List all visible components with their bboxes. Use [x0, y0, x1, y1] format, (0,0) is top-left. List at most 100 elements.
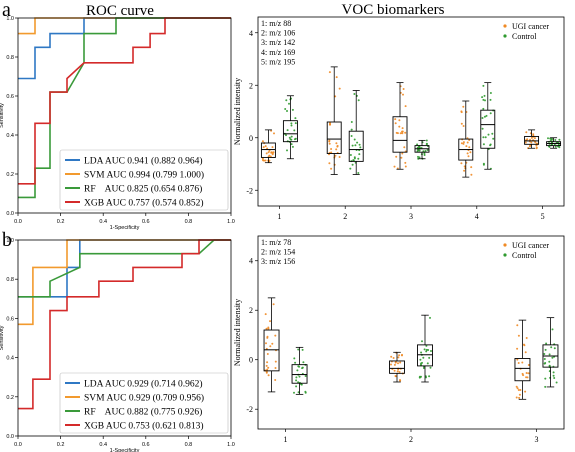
- scatter-point: [547, 137, 549, 140]
- scatter-point: [462, 105, 465, 108]
- scatter-point: [527, 364, 530, 366]
- legend-label: UGI cancer: [512, 241, 549, 250]
- scatter-point: [481, 127, 484, 130]
- x-axis-label: 1-Specificity: [110, 225, 140, 231]
- scatter-point: [483, 115, 486, 118]
- x-tick-label: 0.6: [142, 219, 150, 225]
- y-tick-label: -2: [246, 405, 253, 414]
- scatter-point: [264, 313, 267, 316]
- scatter-point: [425, 376, 427, 379]
- scatter-point: [417, 157, 420, 160]
- scatter-point: [266, 361, 269, 364]
- scatter-point: [357, 157, 360, 160]
- scatter-point: [295, 385, 298, 388]
- plot-frame: [17, 239, 232, 437]
- scatter-point: [338, 87, 341, 90]
- scatter-point: [285, 99, 288, 102]
- roc-chart-b: 0.00.0 0.2 0.2 0.4 0.4 0.6 0.6 0.8 0.8 1.0 1.0 1-Sp…: [0, 238, 235, 452]
- y-tick-label: -2: [246, 186, 253, 195]
- scatter-point: [396, 132, 399, 135]
- scatter-point: [271, 146, 274, 149]
- legend-label: XGB AUC 0.753 (0.621 0.813): [84, 421, 204, 432]
- scatter-point: [294, 122, 297, 125]
- scatter-point: [270, 151, 273, 154]
- scatter-point: [269, 320, 271, 323]
- scatter-point: [428, 375, 431, 378]
- y-tick-label: 0.8: [6, 277, 14, 283]
- scatter-point: [301, 348, 304, 351]
- scatter-point: [424, 150, 427, 152]
- scatter-point: [460, 110, 463, 113]
- scatter-point: [484, 99, 486, 102]
- scatter-point: [291, 145, 294, 148]
- scatter-point: [300, 383, 303, 386]
- scatter-point: [398, 371, 401, 373]
- scatter-point: [521, 361, 524, 364]
- scatter-point: [551, 356, 554, 359]
- scatter-point: [266, 335, 269, 338]
- scatter-point: [482, 98, 485, 101]
- scatter-point: [553, 347, 556, 350]
- scatter-point: [293, 357, 296, 360]
- scatter-point: [524, 390, 527, 393]
- scatter-point: [516, 324, 519, 327]
- y-tick-label: 2: [249, 306, 253, 315]
- scatter-point: [481, 117, 484, 119]
- scatter-point: [429, 316, 431, 319]
- scatter-point: [399, 361, 402, 364]
- scatter-point: [482, 143, 485, 146]
- y-axis-label: Sensitivity: [0, 103, 5, 128]
- scatter-point: [517, 362, 520, 364]
- scatter-point: [428, 356, 431, 359]
- x-tick-label: 5: [541, 212, 545, 221]
- scatter-point: [558, 138, 561, 141]
- scatter-point: [398, 125, 401, 128]
- scatter-point: [401, 127, 404, 130]
- scatter-point: [302, 361, 305, 364]
- scatter-point: [517, 334, 520, 337]
- scatter-point: [466, 141, 469, 144]
- x-tick-label: 1: [284, 435, 288, 444]
- scatter-point: [330, 167, 333, 170]
- scatter-point: [489, 98, 492, 101]
- scatter-point: [265, 327, 268, 330]
- scatter-point: [516, 347, 519, 350]
- scatter-point: [267, 366, 270, 369]
- scatter-point: [545, 342, 548, 345]
- scatter-point: [489, 112, 492, 115]
- scatter-point: [550, 346, 553, 349]
- x-tick-label: 0.0: [14, 219, 22, 225]
- scatter-point: [544, 362, 547, 364]
- annotation-label: 1: m/z 78: [261, 238, 291, 247]
- scatter-point: [529, 144, 532, 147]
- scatter-point: [483, 94, 486, 97]
- box: [260, 142, 276, 158]
- scatter-point: [423, 154, 426, 156]
- scatter-point: [416, 143, 419, 146]
- box: [524, 135, 540, 145]
- scatter-point: [266, 368, 269, 371]
- scatter-point: [430, 350, 432, 352]
- voc-column-title: VOC biomarkers: [342, 2, 445, 18]
- scatter-point: [420, 362, 422, 365]
- scatter-point: [404, 161, 407, 164]
- x-tick-label: 0.6: [142, 442, 150, 448]
- scatter-point: [554, 139, 557, 141]
- legend-marker: [503, 243, 507, 247]
- scatter-point: [285, 134, 287, 137]
- scatter-point: [544, 377, 547, 380]
- scatter-point: [394, 361, 397, 364]
- scatter-point: [426, 149, 429, 151]
- scatter-point: [425, 142, 428, 145]
- box: [389, 360, 405, 374]
- scatter-point: [274, 334, 277, 337]
- scatter-point: [491, 132, 494, 135]
- scatter-point: [289, 138, 292, 141]
- y-tick-label: 0.2: [6, 395, 14, 401]
- scatter-point: [526, 376, 529, 379]
- scatter-point: [529, 138, 531, 141]
- y-tick-label: 2: [249, 81, 253, 90]
- x-tick-label: 3: [534, 435, 538, 444]
- roc-column-title: ROC curve: [86, 3, 154, 19]
